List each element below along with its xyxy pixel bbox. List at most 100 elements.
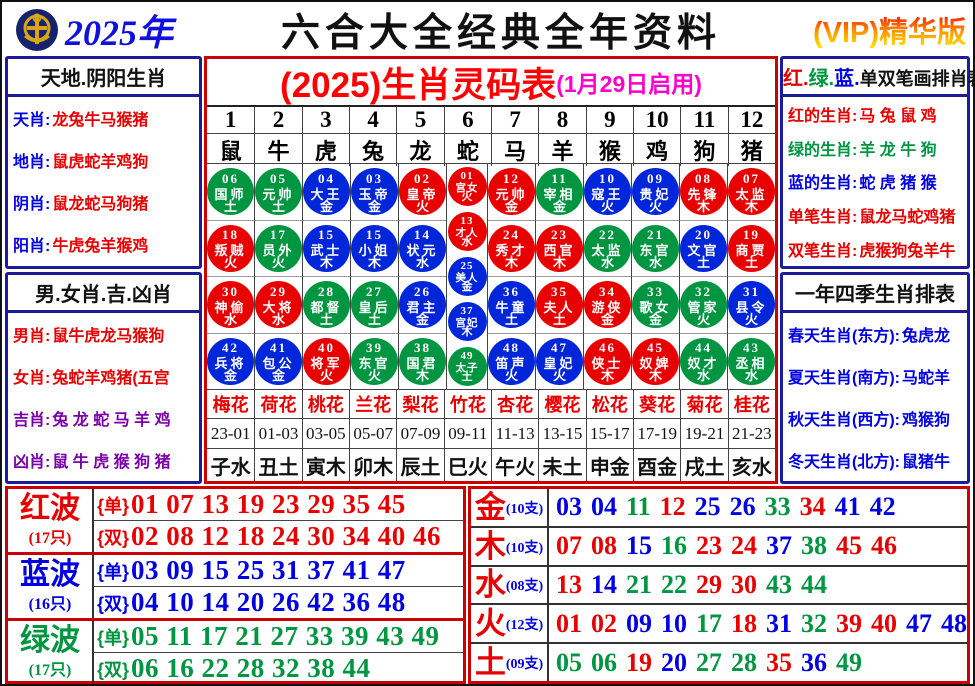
odd-even-tag: {单} (97, 495, 130, 516)
element-number: 09 (626, 608, 652, 638)
ball-element: 火 (223, 255, 237, 271)
element-numbers: 03 04 11 12 25 26 33 34 41 42 (547, 489, 967, 526)
element-row-火: 火 (12支) 01 02 09 10 17 18 31 32 39 40 47 48 (471, 603, 967, 643)
wave-row-绿波: 绿波 (17只) {单} 05 11 17 21 27 33 39 43 49 {双} 0… (8, 618, 463, 684)
column-number: 9 (585, 107, 633, 133)
element-numbers: 05 06 19 20 27 28 35 36 49 (547, 644, 967, 681)
element-number: 49 (836, 647, 862, 677)
ball-number: 48 (503, 340, 520, 356)
ball-title: 神偷 (214, 299, 247, 315)
element-count: (10支) (505, 540, 544, 556)
column-number: 12 (727, 107, 775, 133)
zodiac-ball-40: 40 将军火 (303, 337, 350, 385)
ball-cell: 40 将军火 (303, 332, 350, 390)
ball-cell: 15 武士木 (303, 219, 350, 277)
odd-even-tag: {双} (97, 527, 130, 548)
wave-numbers: 05 11 17 21 27 33 39 43 49 (131, 621, 440, 651)
zodiac-code-table: (2025)生肖灵码表 (1月29日启用) 1 2 3 4 5 6 7 8 9 10 11 12 鼠牛… (204, 56, 778, 484)
ball-element: 火 (648, 198, 662, 214)
ball-cell: 18 叛贼火 (207, 219, 254, 277)
ball-element: 木 (648, 368, 662, 384)
column-number: 3 (301, 107, 349, 133)
ball-title: 包公 (262, 356, 295, 372)
wave-count: (17只) (28, 530, 72, 548)
ball-title: 君主 (406, 299, 439, 315)
ball-number: 04 (318, 170, 335, 186)
ball-cell: 17 员外火 (255, 219, 302, 277)
ball-element: 木 (367, 255, 381, 271)
flower-cell: 兰花 (348, 390, 396, 418)
branch-cell: 辰土 (396, 449, 443, 481)
ball-title: 笛声 (495, 356, 528, 372)
ball-title: 状元 (406, 243, 439, 259)
ball-title: 叛贼 (214, 243, 247, 259)
panel-row-label: 夏天生肖(南方): (788, 369, 900, 387)
zodiac-ball-42: 42 兵将金 (207, 337, 254, 385)
panel-row-value: 鸡猴狗 (902, 411, 951, 429)
header: 2025年 六合大全经典全年资料 (VIP)精华版 (5, 4, 970, 56)
element-number: 03 (556, 492, 582, 522)
ball-column-兔: 03 玉帝金 15 小姐木 27 皇后土 39 东官火 (350, 164, 398, 389)
ball-title: 国君 (406, 356, 439, 372)
panel-row-value: 羊 龙 牛 狗 (859, 141, 937, 159)
zodiac-ball-25: 25 美人金 (447, 257, 487, 296)
element-label: 水 (08支) (471, 567, 547, 604)
animal-cell: 兔 (348, 134, 396, 166)
ball-cell: 44 奴才水 (680, 332, 727, 390)
ball-cell: 22 太监水 (584, 219, 631, 277)
odd-even-tag: {双} (97, 593, 130, 614)
branch-cell: 卯木 (348, 449, 396, 481)
element-row-金: 金 (10支) 03 04 11 12 25 26 33 34 41 42 (471, 489, 967, 526)
ball-cell: 04 大王金 (303, 164, 350, 220)
ball-cell: 33 歌女金 (632, 276, 679, 333)
wave-name: 绿波 (20, 623, 80, 657)
element-number: 15 (626, 531, 652, 561)
zodiac-ball-39: 39 东官火 (351, 337, 398, 385)
ball-cell: 39 东官火 (351, 332, 398, 390)
zodiac-ball-06: 06 国师土 (207, 168, 254, 216)
ball-number: 15 (318, 227, 335, 243)
animal-cell: 猴 (585, 134, 633, 166)
ball-element: 土 (461, 371, 473, 384)
ball-element: 土 (223, 198, 237, 214)
zodiac-ball-41: 41 包公金 (255, 337, 302, 385)
element-label: 火 (12支) (471, 605, 547, 642)
element-number: 48 (941, 608, 967, 638)
element-number: 42 (869, 492, 896, 522)
ball-element: 木 (319, 255, 333, 271)
ball-element: 木 (415, 368, 429, 384)
ball-number: 03 (366, 170, 383, 186)
color-stroke-title: 红.绿.蓝.单双笔画排肖表 (783, 59, 975, 97)
color-stroke-box: 红.绿.蓝.单双笔画排肖表 红的生肖: 马 兔 鼠 鸡绿的生肖: 羊 龙 牛 狗蓝的… (780, 56, 975, 269)
element-number: 06 (591, 647, 617, 677)
ball-element: 土 (271, 198, 285, 214)
ball-cell: 02 皇帝火 (399, 164, 446, 220)
ball-column-猪: 07 太监木 19 商贾土 31 县令火 43 丞相水 (727, 164, 775, 389)
ball-element: 土 (552, 311, 566, 327)
element-number: 40 (871, 608, 897, 638)
ball-cell: 05 元帅土 (255, 164, 302, 220)
heaven-earth-rows: 天肖: 龙兔牛马猴猪 地肖: 鼠虎蛇羊鸡狗 阴肖: 鼠龙蛇马狗猪 阳肖: 牛虎兔羊猴鸡 (8, 97, 199, 266)
ball-element: 金 (648, 311, 662, 327)
panel-row-value: 兔蛇羊鸡猪(五宫 (52, 369, 170, 387)
animal-cell: 马 (490, 134, 538, 166)
element-number: 44 (801, 569, 827, 599)
ball-number: 32 (695, 283, 712, 299)
ball-number: 38 (414, 340, 431, 356)
element-number: 16 (661, 531, 687, 561)
element-number: 19 (626, 647, 652, 677)
hour-range-row: 23-01 01-03 03-05 05-07 07-09 09-11 11-13 13-15… (207, 418, 775, 448)
panel-row: 凶肖: 鼠 牛 虎 猴 狗 猪 (8, 439, 199, 481)
element-count: (08支) (505, 579, 544, 595)
ball-cell: 30 神偷水 (207, 276, 254, 333)
element-name: 土 (474, 645, 506, 681)
ball-element: 火 (461, 191, 473, 204)
zodiac-ball-24: 24 秀才木 (488, 224, 535, 272)
ball-element: 土 (696, 255, 710, 271)
year-label: 2025年 (65, 13, 174, 53)
element-number: 01 (556, 608, 582, 638)
ball-number: 45 (647, 340, 664, 356)
panel-row-label: 秋天生肖(西方): (788, 411, 900, 429)
zodiac-ball-05: 05 元帅土 (255, 168, 302, 216)
wave-numbers: 02 08 12 18 24 30 34 40 46 (131, 521, 442, 551)
